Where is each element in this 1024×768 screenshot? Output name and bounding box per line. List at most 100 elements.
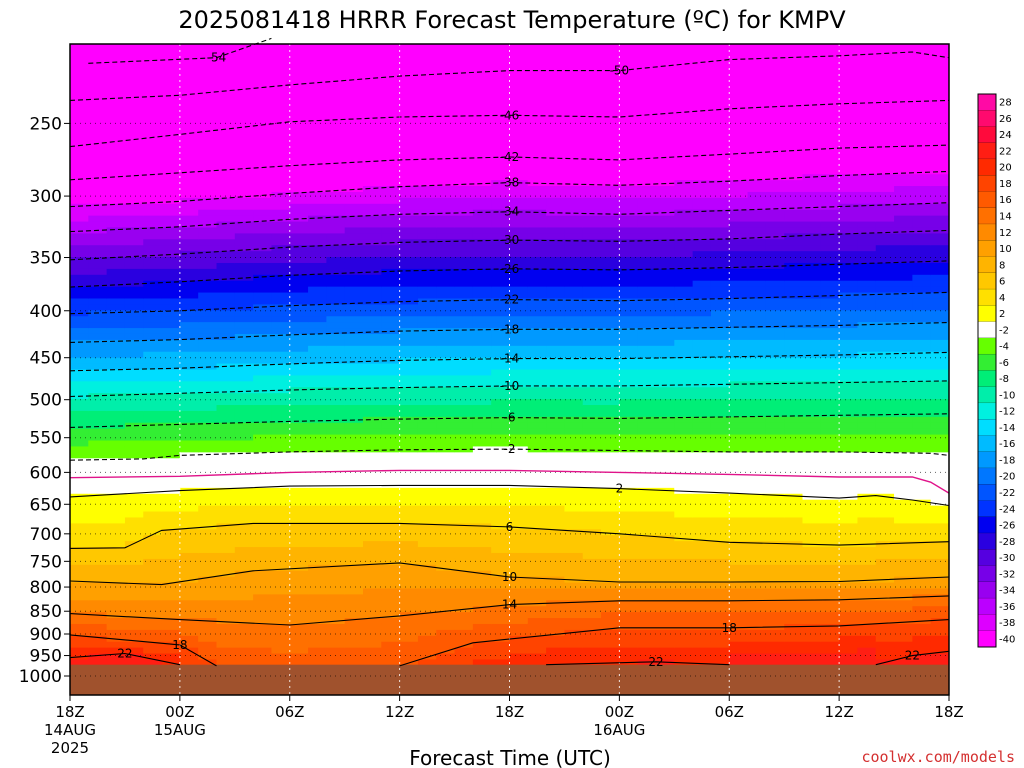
temperature-cell: [527, 558, 547, 566]
temperature-cell: [747, 97, 767, 104]
temperature-cell: [546, 552, 566, 560]
temperature-cell: [198, 262, 218, 270]
temperature-cell: [784, 606, 804, 613]
temperature-cell: [436, 582, 456, 590]
temperature-cell: [106, 339, 126, 347]
temperature-cell: [765, 109, 785, 116]
temperature-cell: [344, 215, 364, 223]
temperature-cell: [472, 168, 492, 175]
temperature-cell: [124, 120, 144, 128]
temperature-cell: [692, 399, 712, 406]
temperature-cell: [784, 458, 804, 465]
temperature-cell: [509, 505, 529, 513]
temperature-cell: [747, 487, 767, 495]
temperature-cell: [216, 245, 236, 252]
temperature-cell: [363, 582, 383, 590]
temperature-cell: [527, 440, 547, 448]
temperature-cell: [765, 422, 785, 430]
temperature-cell: [784, 446, 804, 454]
temperature-cell: [692, 387, 712, 394]
temperature-cell: [509, 381, 529, 388]
temperature-cell: [381, 215, 401, 223]
temperature-cell: [509, 292, 529, 300]
temperature-cell: [601, 558, 621, 566]
temperature-cell: [747, 529, 767, 536]
temperature-cell: [820, 97, 840, 104]
temperature-cell: [509, 618, 529, 625]
temperature-cell: [143, 547, 163, 554]
temperature-cell: [106, 239, 126, 246]
temperature-cell: [124, 209, 144, 217]
temperature-cell: [637, 440, 657, 448]
temperature-cell: [344, 49, 364, 57]
temperature-cell: [820, 191, 840, 199]
temperature-cell: [454, 375, 474, 383]
temperature-cell: [253, 351, 273, 359]
temperature-cell: [399, 529, 419, 536]
temperature-cell: [234, 570, 254, 578]
temperature-cell: [363, 333, 383, 341]
temperature-cell: [729, 493, 749, 501]
temperature-cell: [363, 245, 383, 252]
temperature-cell: [747, 91, 767, 98]
temperature-cell: [637, 635, 657, 643]
temperature-cell: [436, 274, 456, 282]
temperature-cell: [765, 115, 785, 122]
temperature-cell: [729, 612, 749, 619]
temperature-cell: [692, 328, 712, 335]
temperature-cell: [802, 280, 822, 288]
temperature-cell: [601, 629, 621, 637]
temperature-cell: [417, 120, 437, 128]
temperature-cell: [527, 410, 547, 418]
temperature-cell: [70, 588, 90, 596]
temperature-cell: [454, 156, 474, 164]
temperature-cell: [271, 55, 291, 63]
temperature-cell: [454, 547, 474, 554]
temperature-cell: [527, 381, 547, 388]
temperature-cell: [216, 292, 236, 300]
temperature-cell: [564, 517, 584, 525]
temperature-cell: [308, 405, 328, 412]
temperature-cell: [326, 351, 346, 359]
temperature-cell: [564, 120, 584, 128]
temperature-cell: [839, 517, 859, 525]
temperature-cell: [546, 245, 566, 252]
temperature-cell: [857, 215, 877, 223]
temperature-cell: [179, 316, 199, 323]
temperature-cell: [106, 304, 126, 312]
temperature-cell: [399, 103, 419, 110]
temperature-cell: [106, 180, 126, 187]
temperature-cell: [729, 150, 749, 158]
temperature-cell: [710, 298, 730, 306]
temperature-cell: [308, 357, 328, 365]
temperature-cell: [472, 629, 492, 637]
temperature-cell: [88, 659, 108, 667]
temperature-cell: [747, 257, 767, 264]
temperature-cell: [546, 570, 566, 578]
temperature-cell: [839, 558, 859, 566]
temperature-cell: [619, 262, 639, 270]
temperature-cell: [582, 357, 602, 365]
temperature-cell: [546, 618, 566, 625]
temperature-cell: [161, 126, 181, 134]
temperature-cell: [857, 410, 877, 418]
temperature-cell: [802, 422, 822, 430]
temperature-cell: [491, 174, 511, 181]
temperature-cell: [674, 564, 694, 572]
temperature-cell: [582, 227, 602, 235]
temperature-cell: [106, 197, 126, 205]
temperature-cell: [326, 552, 346, 560]
temperature-cell: [161, 476, 181, 483]
temperature-cell: [308, 191, 328, 199]
temperature-cell: [674, 369, 694, 377]
temperature-cell: [143, 410, 163, 418]
temperature-cell: [253, 197, 273, 205]
temperature-cell: [216, 233, 236, 240]
temperature-cell: [894, 186, 914, 193]
temperature-cell: [70, 547, 90, 554]
temperature-cell: [491, 203, 511, 211]
temperature-cell: [784, 410, 804, 418]
temperature-cell: [344, 600, 364, 607]
temperature-cell: [399, 641, 419, 649]
temperature-cell: [656, 85, 676, 93]
